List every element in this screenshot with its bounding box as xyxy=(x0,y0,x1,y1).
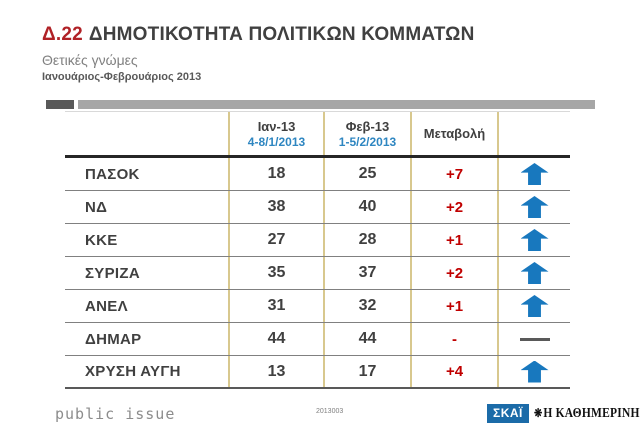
trend-cell xyxy=(497,356,570,387)
table-row-kke: ΚΚΕ 27 28 +1 xyxy=(65,224,570,257)
kathimerini-mark-icon: ❋ xyxy=(533,405,543,420)
feb-value: 37 xyxy=(323,257,410,289)
change-value: +7 xyxy=(410,158,497,190)
title-code: Δ.22 xyxy=(42,24,83,45)
divider-bar-dark-segment xyxy=(46,100,74,109)
column-label-change: Μεταβολή xyxy=(423,126,486,141)
divider-bar-light-segment xyxy=(78,100,595,109)
trend-cell xyxy=(497,290,570,322)
public-issue-logo: public issue xyxy=(55,405,176,423)
table-row-nd: ΝΔ 38 40 +2 xyxy=(65,191,570,224)
page-title: Δ.22 ΔΗΜΟΤΙΚΟΤΗΤΑ ΠΟΛΙΤΙΚΩΝ ΚΟΜΜΑΤΩΝ xyxy=(42,24,475,46)
header-cell-jan: Ιαν-13 4-8/1/2013 xyxy=(228,112,323,155)
period-label: Ιανουάριος-Φεβρουάριος 2013 xyxy=(42,71,202,83)
trend-icon xyxy=(519,337,550,341)
feb-value: 17 xyxy=(323,356,410,387)
header-cell-feb: Φεβ-13 1-5/2/2013 xyxy=(323,112,410,155)
change-value: +1 xyxy=(410,224,497,256)
feb-value: 44 xyxy=(323,323,410,355)
trend-icon xyxy=(520,163,549,185)
party-name: ΣΥΡΙΖΑ xyxy=(85,264,140,282)
change-value: +2 xyxy=(410,191,497,223)
change-value: +1 xyxy=(410,290,497,322)
skai-logo: ΣΚΑΪ xyxy=(487,404,529,423)
party-name: ΠΑΣΟΚ xyxy=(85,165,140,183)
feb-value: 32 xyxy=(323,290,410,322)
party-name: ΔΗΜΑΡ xyxy=(85,330,142,348)
title-text: ΔΗΜΟΤΙΚΟΤΗΤΑ ΠΟΛΙΤΙΚΩΝ ΚΟΜΜΑΤΩΝ xyxy=(88,24,475,45)
change-value: - xyxy=(410,323,497,355)
table-row-anel: ΑΝΕΛ 31 32 +1 xyxy=(65,290,570,323)
trend-icon xyxy=(520,229,549,251)
jan-value: 13 xyxy=(228,356,323,387)
trend-icon xyxy=(520,360,549,383)
jan-value: 31 xyxy=(228,290,323,322)
column-label-feb: Φεβ-13 xyxy=(345,118,390,134)
trend-cell xyxy=(497,158,570,190)
party-name: ΝΔ xyxy=(85,198,108,216)
trend-icon xyxy=(520,262,549,284)
header-cell-change: Μεταβολή xyxy=(410,112,497,155)
party-name: ΑΝΕΛ xyxy=(85,297,128,315)
kathimerini-logo: ❋Η ΚΑΘΗΜΕΡΙΝΗ xyxy=(534,406,640,422)
column-sublabel-jan: 4-8/1/2013 xyxy=(247,134,306,149)
table-row-dimar: ΔΗΜΑΡ 44 44 - xyxy=(65,323,570,356)
change-value: +4 xyxy=(410,356,497,387)
header-cell-party xyxy=(65,112,228,155)
trend-cell xyxy=(497,224,570,256)
table-row-xrysh-aygh: ΧΡΥΣΗ ΑΥΓΗ 13 17 +4 xyxy=(65,356,570,389)
jan-value: 35 xyxy=(228,257,323,289)
table-row-pasok: ΠΑΣΟΚ 18 25 +7 xyxy=(65,158,570,191)
reference-number: 2013003 xyxy=(316,408,344,415)
party-name: ΧΡΥΣΗ ΑΥΓΗ xyxy=(85,363,181,380)
kathimerini-text: Η ΚΑΘΗΜΕΡΙΝΗ xyxy=(543,405,640,421)
slide-heading: Δ.22 ΔΗΜΟΤΙΚΟΤΗΤΑ ΠΟΛΙΤΙΚΩΝ ΚΟΜΜΑΤΩΝ Θετι… xyxy=(42,24,475,83)
jan-value: 38 xyxy=(228,191,323,223)
trend-cell xyxy=(497,191,570,223)
trend-cell xyxy=(497,323,570,355)
column-label-jan: Ιαν-13 xyxy=(257,118,296,134)
header-cell-trend xyxy=(497,112,570,155)
poll-table: Ιαν-13 4-8/1/2013 Φεβ-13 1-5/2/2013 Μετα… xyxy=(65,111,570,389)
subtitle: Θετικές γνώμες xyxy=(42,52,138,68)
jan-value: 44 xyxy=(228,323,323,355)
feb-value: 25 xyxy=(323,158,410,190)
table-row-syriza: ΣΥΡΙΖΑ 35 37 +2 xyxy=(65,257,570,290)
feb-value: 28 xyxy=(323,224,410,256)
trend-icon xyxy=(520,295,549,317)
trend-icon xyxy=(520,196,549,218)
trend-cell xyxy=(497,257,570,289)
jan-value: 18 xyxy=(228,158,323,190)
table-header-row: Ιαν-13 4-8/1/2013 Φεβ-13 1-5/2/2013 Μετα… xyxy=(65,111,570,158)
jan-value: 27 xyxy=(228,224,323,256)
change-value: +2 xyxy=(410,257,497,289)
column-sublabel-feb: 1-5/2/2013 xyxy=(338,134,397,149)
media-logos: ΣΚΑΪ ❋Η ΚΑΘΗΜΕΡΙΝΗ xyxy=(487,404,640,423)
party-name: ΚΚΕ xyxy=(85,231,118,249)
feb-value: 40 xyxy=(323,191,410,223)
